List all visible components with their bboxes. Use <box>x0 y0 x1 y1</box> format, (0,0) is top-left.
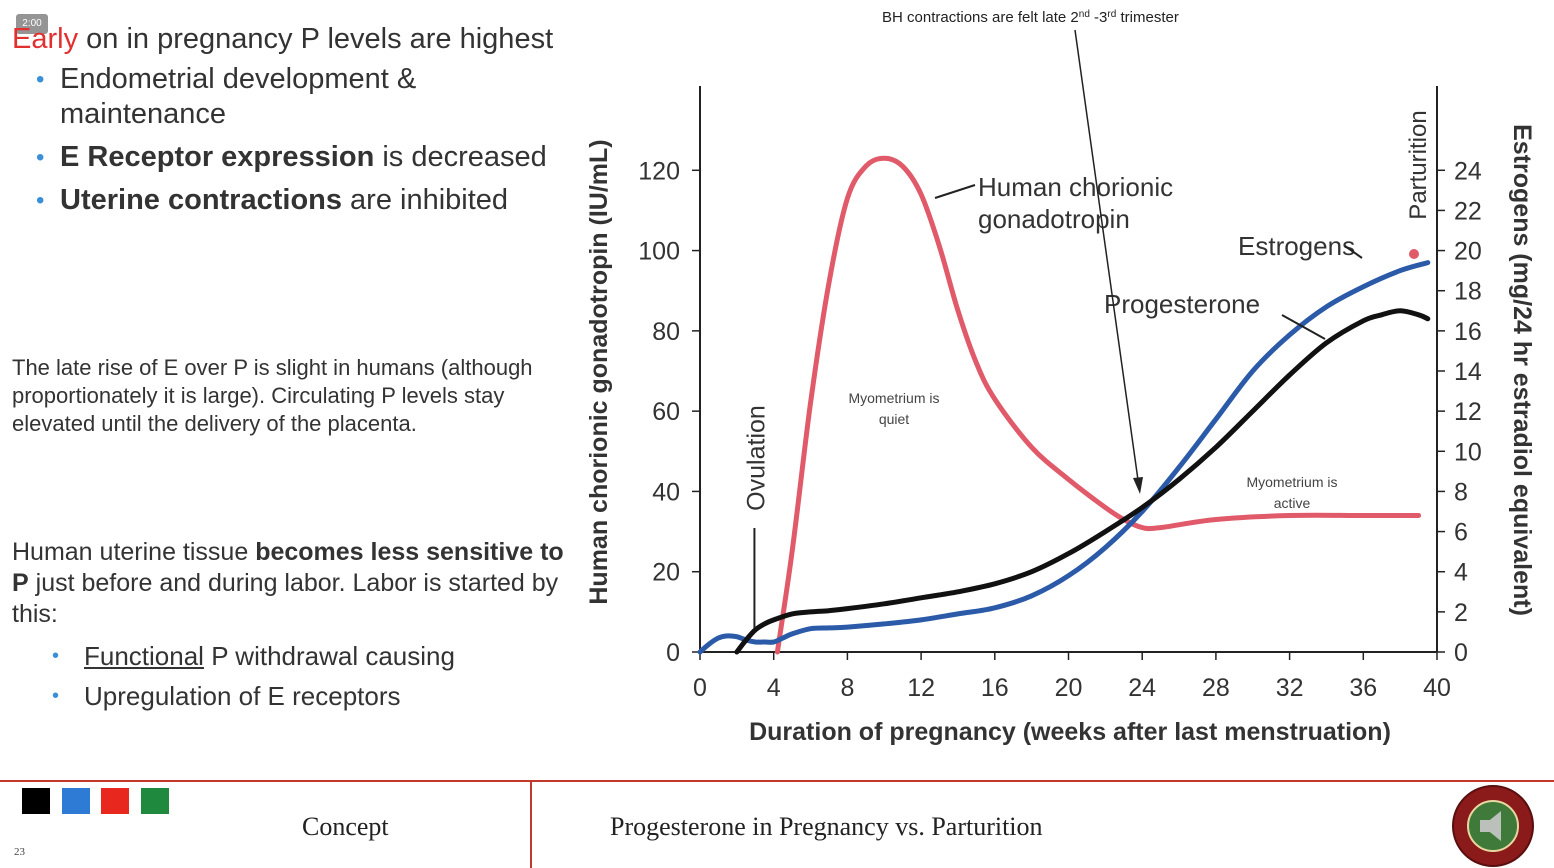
hcg-label: Human chorionic gonadotropin <box>978 172 1173 234</box>
estrogens-line <box>697 260 1431 655</box>
x-tick-label: 8 <box>840 674 854 702</box>
x-tick-label: 4 <box>767 674 781 702</box>
x-tick-label: 16 <box>981 674 1009 702</box>
bullet-underline: Functional <box>84 641 204 671</box>
y-right-tick-label: 0 <box>1454 639 1468 667</box>
y-right-tick-label: 6 <box>1454 519 1468 547</box>
y-right-tick-label: 8 <box>1454 478 1468 506</box>
y-right-tick-label: 24 <box>1454 157 1482 185</box>
y-left-tick-label: 60 <box>652 398 680 426</box>
x-tick-label: 40 <box>1423 674 1451 702</box>
page-number: 23 <box>14 846 25 858</box>
bh-contractions-label: BH contractions are felt late 2nd -3rd t… <box>882 9 1179 27</box>
y-axis-left-label: Human chorionic gonadotropin (IU/mL) <box>585 139 613 604</box>
para2-bold: becomes less sensitive to P <box>12 538 564 597</box>
intro-rest: on in pregnancy P levels are highest <box>78 23 554 55</box>
bullet-item: Uterine contractions are inhibited <box>36 183 587 218</box>
y-right-tick-label: 16 <box>1454 318 1482 346</box>
bullet-item: Upregulation of E receptors <box>52 676 455 716</box>
y-right-tick-label: 18 <box>1454 278 1482 306</box>
bullet-bold: Uterine contractions <box>60 184 342 216</box>
paragraph-late-rise: The late rise of E over P is slight in h… <box>12 355 533 436</box>
x-tick-label: 20 <box>1055 674 1083 702</box>
y-right-tick-label: 10 <box>1454 438 1482 466</box>
parturition-dot <box>1409 249 1419 259</box>
progesterone-line <box>734 308 1431 655</box>
y-left-tick-label: 100 <box>638 238 680 266</box>
y-right-tick-label: 22 <box>1454 197 1482 225</box>
paragraph-labor: Human uterine tissue becomes less sensit… <box>12 537 587 630</box>
x-tick-label: 36 <box>1349 674 1377 702</box>
x-tick-label: 24 <box>1128 674 1156 702</box>
progesterone-leader-line <box>1281 314 1326 340</box>
y-right-tick-label: 14 <box>1454 358 1482 386</box>
progesterone-label: Progesterone <box>1104 289 1260 319</box>
y-left-tick-label: 120 <box>638 157 680 185</box>
intro-highlight: Early <box>12 23 79 55</box>
intro-text: Early on in pregnancy P levels are highe… <box>12 22 587 56</box>
color-square-blue <box>62 788 90 814</box>
hcg-leader-line <box>934 184 976 199</box>
myometrium-active-label: Myometrium is active <box>1246 474 1337 511</box>
hcg-line <box>774 155 1422 655</box>
myometrium-quiet-label: Myometrium is quiet <box>848 390 939 427</box>
para2-pre: Human uterine tissue <box>12 538 256 566</box>
y-left-tick-label: 20 <box>652 559 680 587</box>
timer-badge: 2:00 <box>16 14 48 34</box>
y-left-tick-label: 80 <box>652 318 680 346</box>
y-right-tick-label: 2 <box>1454 599 1468 627</box>
color-square-black <box>22 788 50 814</box>
bullet-item: Functional P withdrawal causing <box>52 636 455 676</box>
bullet-list-2: Functional P withdrawal causing Upregula… <box>52 636 455 716</box>
footer-vertical-divider <box>530 782 532 868</box>
parturition-label: Parturition <box>1405 110 1432 219</box>
bullet-list-1: Endometrial development & maintenance E … <box>12 62 587 218</box>
ovulation-label: Ovulation <box>742 405 770 511</box>
footer-divider <box>0 780 1554 782</box>
bh-arrowhead <box>1133 477 1143 494</box>
y-left-tick-label: 0 <box>666 639 680 667</box>
y-right-tick-label: 12 <box>1454 398 1482 426</box>
para2-post: just before and during labor. Labor is s… <box>12 569 559 628</box>
y-right-tick-label: 4 <box>1454 559 1468 587</box>
footer-concept: Concept <box>302 812 389 841</box>
bh-arrow-line <box>1074 29 1139 481</box>
x-tick-label: 12 <box>907 674 935 702</box>
hormone-chart: 0 4 8 12 16 20 24 28 32 36 40020406080100120024681… <box>585 9 1536 747</box>
text-panel: Early on in pregnancy P levels are highe… <box>12 22 587 226</box>
color-square-green <box>141 788 169 814</box>
y-left-tick-label: 40 <box>652 478 680 506</box>
y-axis-right-label: Estrogens (mg/24 hr estradiol equivalent… <box>1508 124 1536 616</box>
color-square-red <box>101 788 129 814</box>
bullet-text: P withdrawal causing <box>203 641 455 671</box>
footer-title: Progesterone in Pregnancy vs. Parturitio… <box>610 812 1043 841</box>
bullet-text: is decreased <box>374 141 547 173</box>
x-tick-label: 32 <box>1276 674 1304 702</box>
bullet-item: Endometrial development & maintenance <box>36 62 587 132</box>
bullet-item: E Receptor expression is decreased <box>36 140 587 175</box>
estrogens-leader-line <box>1344 245 1363 259</box>
estrogens-label: Estrogens <box>1238 231 1355 261</box>
y-right-tick-label: 20 <box>1454 238 1482 266</box>
bullet-text: Endometrial development & maintenance <box>60 63 417 130</box>
x-axis-label: Duration of pregnancy (weeks after last … <box>749 718 1391 746</box>
bullet-bold: E Receptor expression <box>60 141 375 173</box>
university-seal-icon[interactable] <box>1452 785 1534 867</box>
bullet-text: are inhibited <box>342 184 509 216</box>
x-tick-label: 28 <box>1202 674 1230 702</box>
bullet-text: Upregulation of E receptors <box>84 681 401 711</box>
x-tick-label: 0 <box>693 674 707 702</box>
